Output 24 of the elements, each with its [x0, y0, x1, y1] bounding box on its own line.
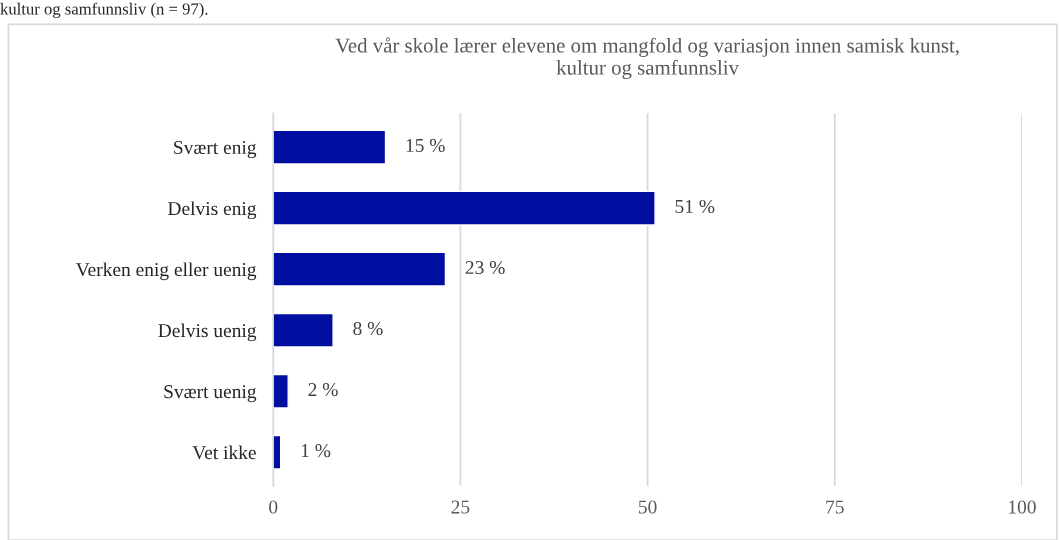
y-tick-label: Delvis uenig: [158, 323, 257, 342]
x-tick-label: 75: [826, 500, 844, 514]
x-tick-label: 25: [451, 500, 470, 514]
data-label: 8 %: [353, 321, 383, 336]
bar: [273, 190, 656, 226]
text: kultur og samfunnsliv (n = 97).: [0, 2, 208, 19]
data-label: 2 %: [308, 382, 338, 397]
y-tick-label: Svært enig: [174, 140, 257, 159]
bar: [273, 251, 447, 287]
y-tick-label: Verken enig eller uenig: [75, 262, 257, 281]
y-tick-label: Svært uenig: [164, 385, 257, 403]
data-label: 51 %: [675, 199, 715, 214]
y-tick-label: Vet ikke: [192, 445, 256, 460]
x-tick-label: 0: [269, 500, 278, 514]
data-label: 23 %: [465, 260, 505, 275]
data-label: 15 %: [406, 138, 445, 153]
bar: [273, 373, 289, 409]
x-tick-label: 50: [638, 500, 657, 514]
bar: [273, 312, 334, 348]
x-tick-label: 100: [1009, 500, 1036, 514]
data-label: 1 %: [301, 444, 331, 458]
y-tick-label: Delvis enig: [168, 201, 257, 220]
bar: [273, 129, 387, 165]
chart-title: Ved vår skole lærer elevene om mangfold og variasjon innen samisk kunst, kultur og samfunnsliv: [335, 37, 959, 80]
